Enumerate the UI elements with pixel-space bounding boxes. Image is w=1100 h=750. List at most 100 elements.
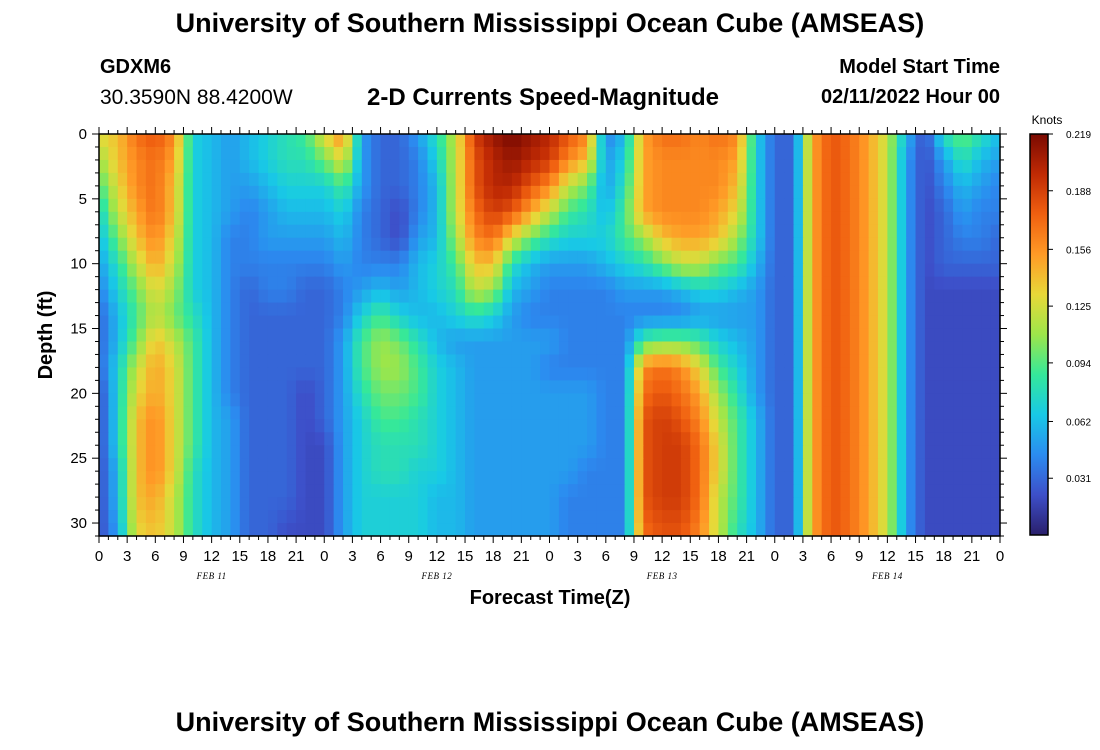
heatmap-cell — [962, 445, 973, 459]
heatmap-cell — [371, 445, 382, 459]
heatmap-cell — [652, 250, 663, 265]
heatmap-cell — [943, 406, 954, 420]
heatmap-cell — [343, 432, 354, 446]
heatmap-cell — [624, 134, 635, 148]
heatmap-cell — [577, 302, 588, 317]
heatmap-cell — [296, 419, 307, 433]
heatmap-cell — [296, 211, 307, 226]
heatmap-cell — [680, 380, 691, 394]
heatmap-cell — [652, 484, 663, 498]
heatmap-cell — [192, 445, 203, 459]
heatmap-cell — [962, 354, 973, 369]
heatmap-cell — [643, 146, 654, 161]
heatmap-cell — [155, 406, 166, 420]
heatmap-cell — [680, 471, 691, 485]
heatmap-cell — [399, 484, 410, 498]
heatmap-cell — [962, 341, 973, 356]
heatmap-cell — [840, 471, 851, 485]
heatmap-cell — [258, 224, 269, 239]
heatmap-cell — [587, 263, 598, 278]
heatmap-cell — [521, 432, 532, 446]
heatmap-cell — [493, 211, 504, 226]
heatmap-cell — [924, 211, 935, 226]
heatmap-cell — [296, 276, 307, 291]
heatmap-cell — [587, 172, 598, 187]
heatmap-cell — [258, 198, 269, 213]
heatmap-cell — [427, 289, 438, 304]
heatmap-cell — [230, 471, 241, 485]
heatmap-cell — [155, 328, 166, 343]
heatmap-cell — [568, 172, 579, 187]
heatmap-cell — [709, 134, 720, 148]
heatmap-cell — [502, 367, 513, 381]
heatmap-cell — [474, 237, 485, 252]
heatmap-cell — [699, 276, 710, 291]
heatmap-cell — [540, 406, 551, 420]
heatmap-cell — [258, 354, 269, 369]
heatmap-cell — [352, 289, 363, 304]
heatmap-cell — [568, 315, 579, 330]
heatmap-cell — [821, 393, 832, 407]
heatmap-cell — [690, 315, 701, 330]
heatmap-cell — [230, 289, 241, 304]
heatmap-cell — [718, 523, 729, 537]
heatmap-cell — [727, 484, 738, 498]
heatmap-cell — [286, 237, 297, 252]
heatmap-cell — [558, 497, 569, 511]
heatmap-cell — [868, 276, 879, 291]
heatmap-cell — [174, 328, 185, 343]
heatmap-cell — [540, 497, 551, 511]
heatmap-cell — [633, 406, 644, 420]
heatmap-cell — [127, 198, 138, 213]
heatmap-cell — [605, 445, 616, 459]
heatmap-cell — [709, 211, 720, 226]
heatmap-cell — [821, 211, 832, 226]
heatmap-cell — [352, 419, 363, 433]
heatmap-cell — [774, 510, 785, 524]
heatmap-cell — [633, 211, 644, 226]
heatmap-cell — [643, 302, 654, 317]
heatmap-cell — [174, 134, 185, 148]
heatmap-cell — [934, 211, 945, 226]
heatmap-cell — [192, 380, 203, 394]
heatmap-cell — [587, 471, 598, 485]
heatmap-cell — [324, 134, 335, 148]
heatmap-cell — [333, 432, 344, 446]
heatmap-cell — [408, 263, 419, 278]
heatmap-cell — [530, 419, 541, 433]
heatmap-cell — [258, 471, 269, 485]
heatmap-cell — [455, 146, 466, 161]
heatmap-cell — [868, 445, 879, 459]
heatmap-cell — [277, 263, 288, 278]
heatmap-cell — [314, 484, 325, 498]
heatmap-cell — [793, 419, 804, 433]
colorbar-tick-label: 0.062 — [1066, 417, 1091, 428]
heatmap-cell — [849, 224, 860, 239]
heatmap-cell — [887, 315, 898, 330]
heatmap-cell — [361, 471, 372, 485]
heatmap-cell — [155, 445, 166, 459]
report-title-repeat: University of Southern Mississippi Ocean… — [175, 707, 925, 737]
heatmap-cell — [230, 134, 241, 148]
heatmap-cell — [183, 419, 194, 433]
heatmap-cell — [859, 159, 870, 174]
heatmap-cell — [389, 497, 400, 511]
heatmap-cell — [690, 302, 701, 317]
heatmap-cell — [887, 458, 898, 472]
heatmap-cell — [127, 380, 138, 394]
heatmap-cell — [211, 484, 222, 498]
heatmap-cell — [117, 146, 128, 161]
heatmap-cell — [493, 315, 504, 330]
heatmap-cell — [286, 289, 297, 304]
heatmap-cell — [887, 328, 898, 343]
heatmap-cell — [924, 172, 935, 187]
heatmap-cell — [483, 211, 494, 226]
heatmap-cell — [192, 510, 203, 524]
heatmap-cell — [859, 315, 870, 330]
heatmap-cell — [662, 276, 673, 291]
heatmap-cell — [784, 224, 795, 239]
heatmap-cell — [230, 159, 241, 174]
heatmap-cell — [652, 263, 663, 278]
heatmap-cell — [934, 432, 945, 446]
heatmap-cell — [343, 263, 354, 278]
